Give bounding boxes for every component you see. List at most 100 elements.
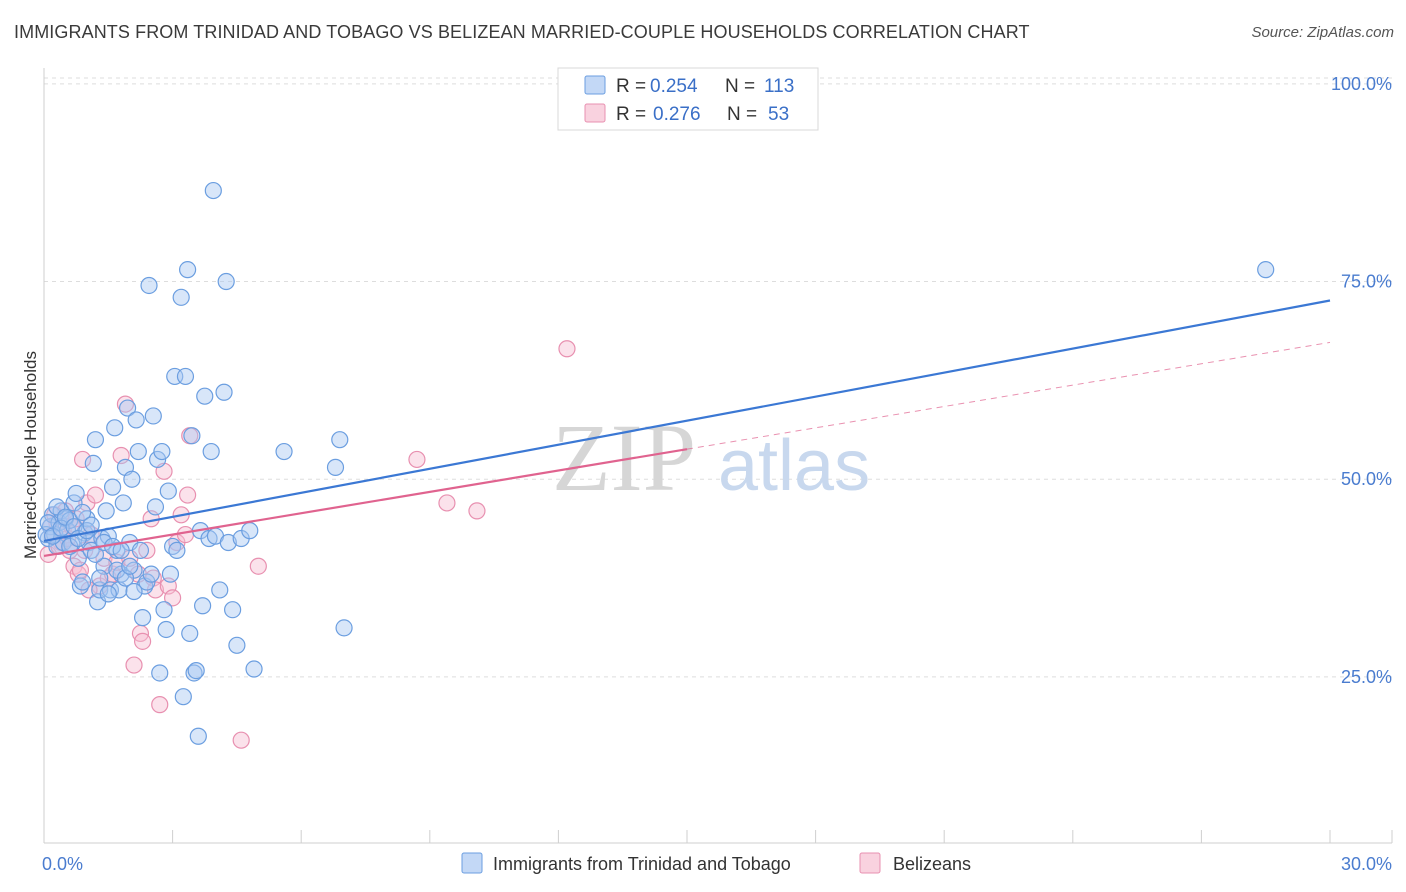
belizeans-point-31 bbox=[164, 589, 182, 607]
trinidad-point-54 bbox=[155, 601, 173, 619]
trinidad-point-63 bbox=[176, 367, 195, 386]
legend-n-label-1: N = bbox=[725, 76, 755, 97]
belizeans-point-40 bbox=[438, 494, 456, 512]
trinidad-point-78 bbox=[215, 383, 233, 401]
belizeans-point-38 bbox=[249, 557, 267, 575]
trinidad-point-81 bbox=[224, 601, 242, 619]
trinidad-points bbox=[37, 181, 1275, 745]
trinidad-point-56 bbox=[159, 482, 177, 500]
grid-lines bbox=[44, 77, 1392, 678]
trinidad-point-88 bbox=[331, 431, 349, 449]
legend-swatch-belizeans bbox=[584, 103, 606, 123]
trinidad-point-30 bbox=[103, 478, 122, 496]
bottom-legend-swatch-trinidad bbox=[461, 852, 483, 874]
chart-title: IMMIGRANTS FROM TRINIDAD AND TOBAGO VS B… bbox=[14, 22, 1030, 42]
trinidad-point-80 bbox=[219, 533, 237, 552]
correlation-legend: R = 0.254 N = 113 R = 0.276 N = 53 bbox=[557, 67, 819, 131]
belizeans-point-8 bbox=[73, 450, 92, 469]
trinidad-point-95 bbox=[56, 508, 75, 526]
y-tick-label-100: 100.0% bbox=[1331, 74, 1392, 94]
belizeans-point-24 bbox=[138, 541, 156, 559]
trinidad-point-110 bbox=[121, 557, 139, 575]
trinidad-point-72 bbox=[196, 387, 214, 405]
trinidad-point-89 bbox=[335, 619, 353, 637]
legend-r-value-2: 0.276 bbox=[653, 104, 701, 125]
trinidad-point-37 bbox=[118, 399, 137, 417]
y-tick-labels: 25.0% 50.0% 75.0% 100.0% bbox=[1331, 74, 1392, 687]
belizeans-point-28 bbox=[151, 696, 169, 714]
trinidad-point-61 bbox=[172, 288, 190, 306]
trinidad-point-74 bbox=[202, 442, 220, 461]
y-tick-label-50: 50.0% bbox=[1341, 469, 1392, 489]
belizeans-point-23 bbox=[133, 632, 152, 650]
belizeans-point-34 bbox=[176, 525, 195, 544]
trinidad-point-41 bbox=[127, 411, 145, 429]
trinidad-point-52 bbox=[151, 664, 169, 682]
trinidad-point-79 bbox=[217, 272, 235, 291]
bottom-legend-swatch-belizeans bbox=[859, 852, 881, 874]
trend-lines bbox=[43, 299, 1331, 558]
trinidad-point-77 bbox=[211, 581, 229, 599]
legend-r-label-2: R = bbox=[616, 104, 646, 125]
trinidad-point-75 bbox=[204, 181, 222, 200]
trinidad-point-86 bbox=[275, 442, 293, 461]
trinidad-point-112 bbox=[1257, 261, 1275, 279]
trinidad-point-39 bbox=[123, 470, 141, 488]
trinidad-point-111 bbox=[125, 582, 143, 601]
trinidad-point-84 bbox=[241, 522, 259, 540]
trinidad-point-49 bbox=[144, 407, 162, 425]
watermark-atlas: atlas bbox=[718, 426, 870, 506]
belizeans-point-11 bbox=[86, 486, 105, 504]
trinidad-point-67 bbox=[185, 664, 203, 682]
trinidad-point-22 bbox=[86, 431, 105, 449]
trinidad-point-51 bbox=[148, 450, 167, 469]
trinidad-point-21 bbox=[84, 454, 102, 473]
trinidad-point-99 bbox=[73, 503, 92, 522]
trinidad-point-53 bbox=[153, 442, 171, 461]
trinidad-point-82 bbox=[228, 636, 246, 654]
trinidad-point-71 bbox=[194, 597, 212, 615]
trend-line-trinidad bbox=[43, 299, 1331, 542]
legend-n-value-1: 113 bbox=[764, 76, 794, 97]
belizeans-point-37 bbox=[232, 731, 250, 749]
series-legend: Immigrants from Trinidad and Tobago Beli… bbox=[461, 852, 971, 874]
legend-r-label-1: R = bbox=[616, 76, 646, 97]
trinidad-point-103 bbox=[91, 569, 109, 587]
legend-n-label-2: N = bbox=[727, 104, 757, 125]
trinidad-point-85 bbox=[245, 660, 263, 678]
trinidad-point-44 bbox=[133, 609, 152, 627]
trinidad-point-69 bbox=[189, 727, 207, 745]
bottom-legend-label-trinidad: Immigrants from Trinidad and Tobago bbox=[493, 854, 791, 874]
trinidad-point-87 bbox=[326, 458, 345, 476]
trinidad-point-60 bbox=[168, 541, 186, 559]
x-axis-ticks bbox=[43, 830, 1393, 843]
trinidad-point-57 bbox=[161, 565, 180, 583]
trinidad-point-13 bbox=[67, 484, 85, 503]
y-tick-label-25: 25.0% bbox=[1341, 667, 1392, 687]
trend-line-belizeans bbox=[43, 448, 688, 558]
trinidad-point-47 bbox=[140, 276, 158, 295]
trinidad-point-35 bbox=[114, 494, 132, 512]
x-tick-label-max: 30.0% bbox=[1341, 854, 1392, 874]
trinidad-point-105 bbox=[99, 585, 117, 603]
watermark-zip: ZIP bbox=[552, 404, 696, 511]
trinidad-point-66 bbox=[183, 427, 201, 445]
belizeans-point-35 bbox=[179, 486, 197, 504]
source-label: Source: ZipAtlas.com bbox=[1251, 24, 1394, 41]
belizeans-point-20 bbox=[125, 656, 143, 674]
x-tick-label-min: 0.0% bbox=[42, 854, 83, 874]
trinidad-point-48 bbox=[142, 565, 160, 583]
bottom-legend-label-belizeans: Belizeans bbox=[893, 854, 971, 874]
trinidad-point-43 bbox=[131, 541, 150, 559]
legend-swatch-trinidad bbox=[584, 75, 606, 95]
trinidad-point-46 bbox=[138, 573, 156, 591]
y-axis-label: Married-couple Households bbox=[21, 351, 40, 559]
trinidad-point-94 bbox=[52, 519, 70, 537]
trinidad-point-64 bbox=[179, 261, 197, 279]
trinidad-point-62 bbox=[174, 688, 192, 706]
trinidad-point-55 bbox=[157, 620, 175, 639]
legend-n-value-2: 53 bbox=[768, 104, 789, 125]
trend-line-belizeans-extrapolated bbox=[686, 341, 1331, 450]
trinidad-point-16 bbox=[73, 573, 92, 591]
